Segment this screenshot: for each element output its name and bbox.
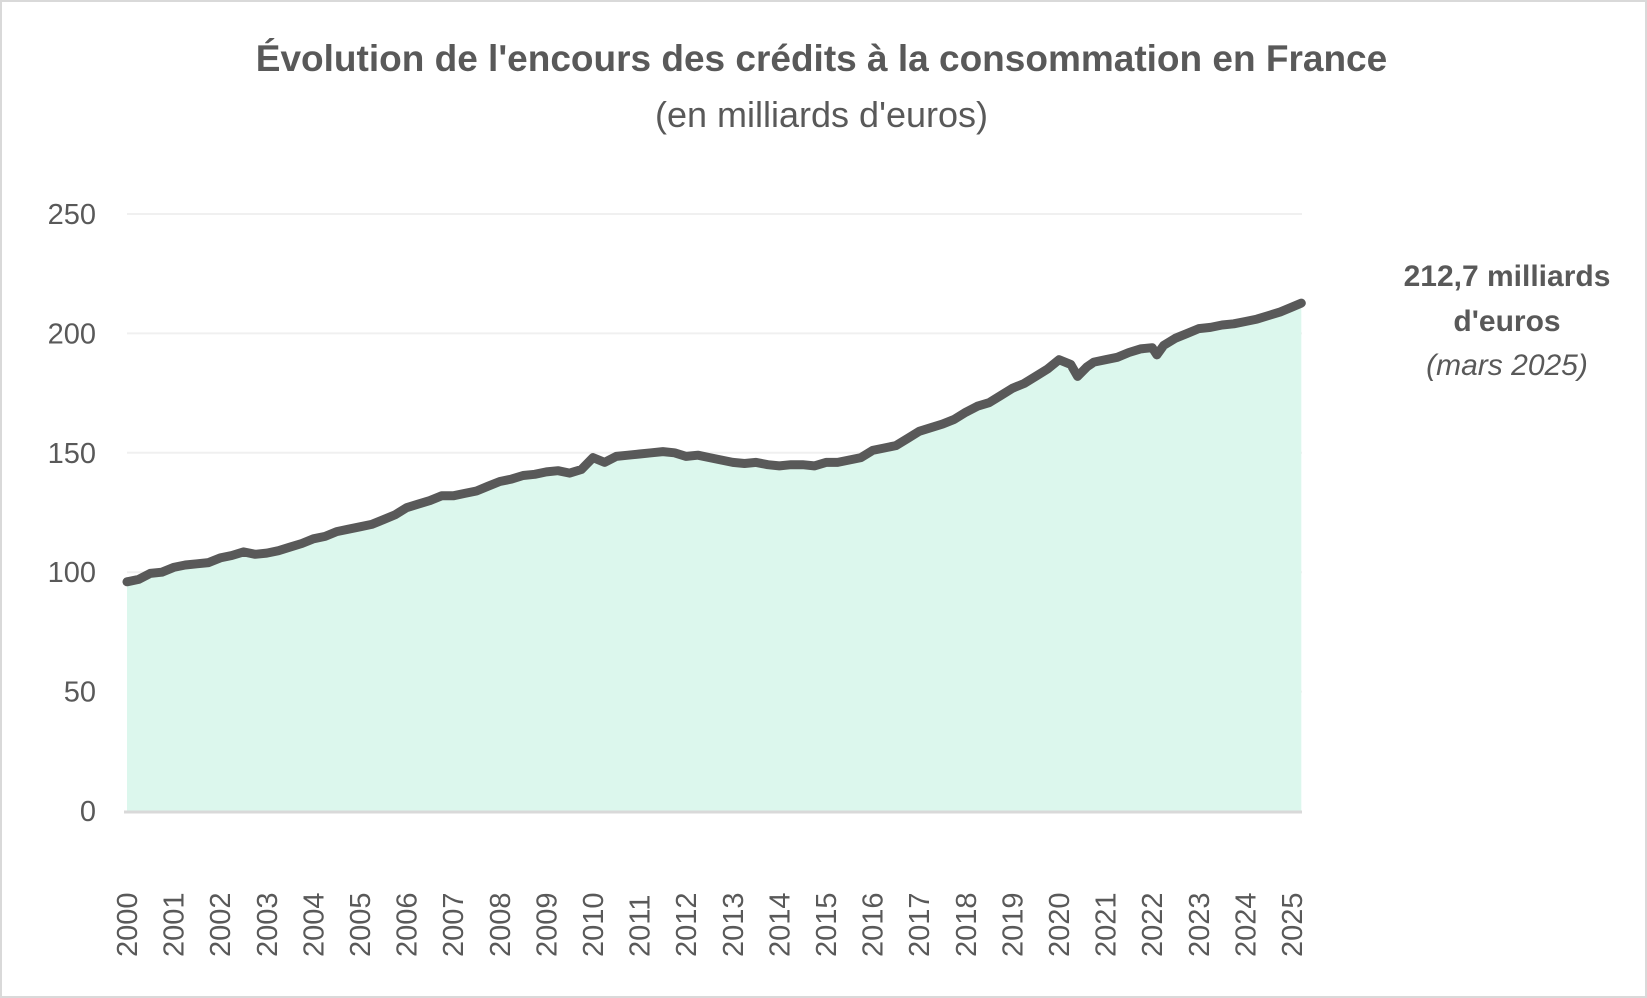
x-tick-label: 2001 [159,892,191,957]
x-tick-label: 2023 [1184,892,1216,957]
y-tick-label: 250 [48,199,96,231]
x-tick-label: 2000 [112,892,144,957]
x-tick-label: 2009 [531,892,563,957]
y-tick-label: 200 [48,318,96,350]
x-tick-label: 2016 [858,892,890,957]
x-tick-label: 2020 [1044,892,1076,957]
x-tick-label: 2008 [485,892,517,957]
chart-subtitle: (en milliards d'euros) [655,94,988,135]
y-tick-label: 150 [48,438,96,470]
x-tick-label: 2017 [904,892,936,957]
x-tick-label: 2018 [951,892,983,957]
y-tick-label: 0 [80,796,96,828]
x-tick-label: 2021 [1091,892,1123,957]
last-value-annotation: 212,7 milliards d'euros (mars 2025) [1372,254,1642,388]
data-line [122,298,1306,587]
y-tick-label: 50 [64,677,96,709]
x-tick-label: 2024 [1230,892,1262,957]
x-axis-ticks: 2000 2001 2002 2003 2004 2005 2006 2007 2008 2009… [112,892,1309,957]
x-tick-label: 2015 [811,892,843,957]
x-tick-label: 2025 [1277,892,1309,957]
x-tick-label: 2004 [298,892,330,957]
x-tick-label: 2007 [438,892,470,957]
chart-title: Évolution de l'encours des crédits à la … [255,38,1388,79]
annotation-unit: d'euros [1453,305,1561,338]
x-tick-label: 2002 [205,892,237,957]
x-tick-label: 2019 [997,892,1029,957]
x-tick-label: 2014 [764,892,796,957]
x-tick-label: 2005 [345,892,377,957]
x-tick-label: 2011 [625,895,657,957]
y-tick-label: 100 [48,557,96,589]
x-tick-label: 2013 [718,892,750,957]
x-tick-label: 2006 [392,892,424,957]
x-tick-label: 2022 [1137,892,1169,957]
annotation-value: 212,7 milliards [1403,260,1611,293]
area-fill [127,303,1302,811]
annotation-date: (mars 2025) [1426,349,1588,382]
x-tick-label: 2012 [671,892,703,957]
y-axis-ticks: 0 50 100 150 200 250 [48,199,96,828]
x-tick-label: 2003 [252,892,284,957]
x-tick-label: 2010 [578,892,610,957]
